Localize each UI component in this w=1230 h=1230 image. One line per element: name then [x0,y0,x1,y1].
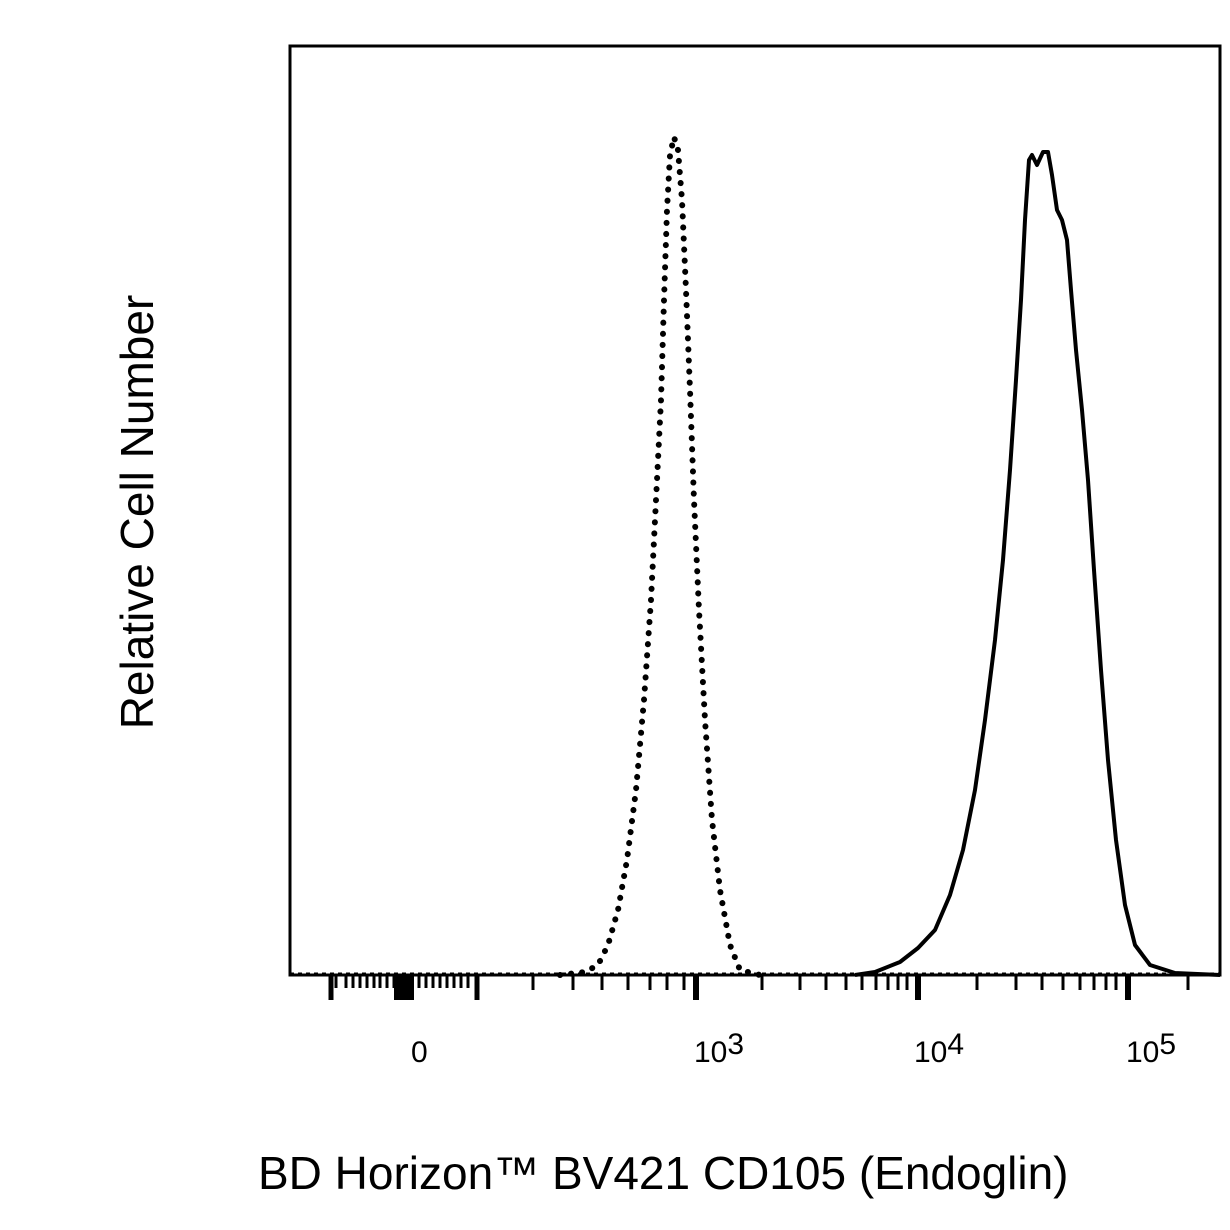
x-tick-label-0: 0 [411,1036,428,1070]
plot-frame [288,44,1222,977]
x-tick-label-1e4: 104 [914,1028,964,1070]
x-axis-label: BD Horizon™ BV421 CD105 (Endoglin) [258,1147,1069,1199]
tick-base: 10 [694,1036,728,1069]
tick-base: 10 [1126,1036,1160,1069]
tick-exponent: 5 [1159,1028,1177,1061]
x-tick-label-1e5: 105 [1126,1028,1176,1070]
tick-exponent: 3 [727,1028,745,1061]
isotype-control-curve [557,125,763,978]
cd105-curve [854,150,1221,977]
tick-exponent: 4 [947,1028,965,1061]
tick-base: 10 [914,1036,948,1069]
x-tick-label-1e3: 103 [694,1028,744,1070]
x-axis-ticks [328,976,1190,1000]
tick-text: 0 [411,1036,428,1069]
y-axis-label: Relative Cell Number [111,294,163,730]
